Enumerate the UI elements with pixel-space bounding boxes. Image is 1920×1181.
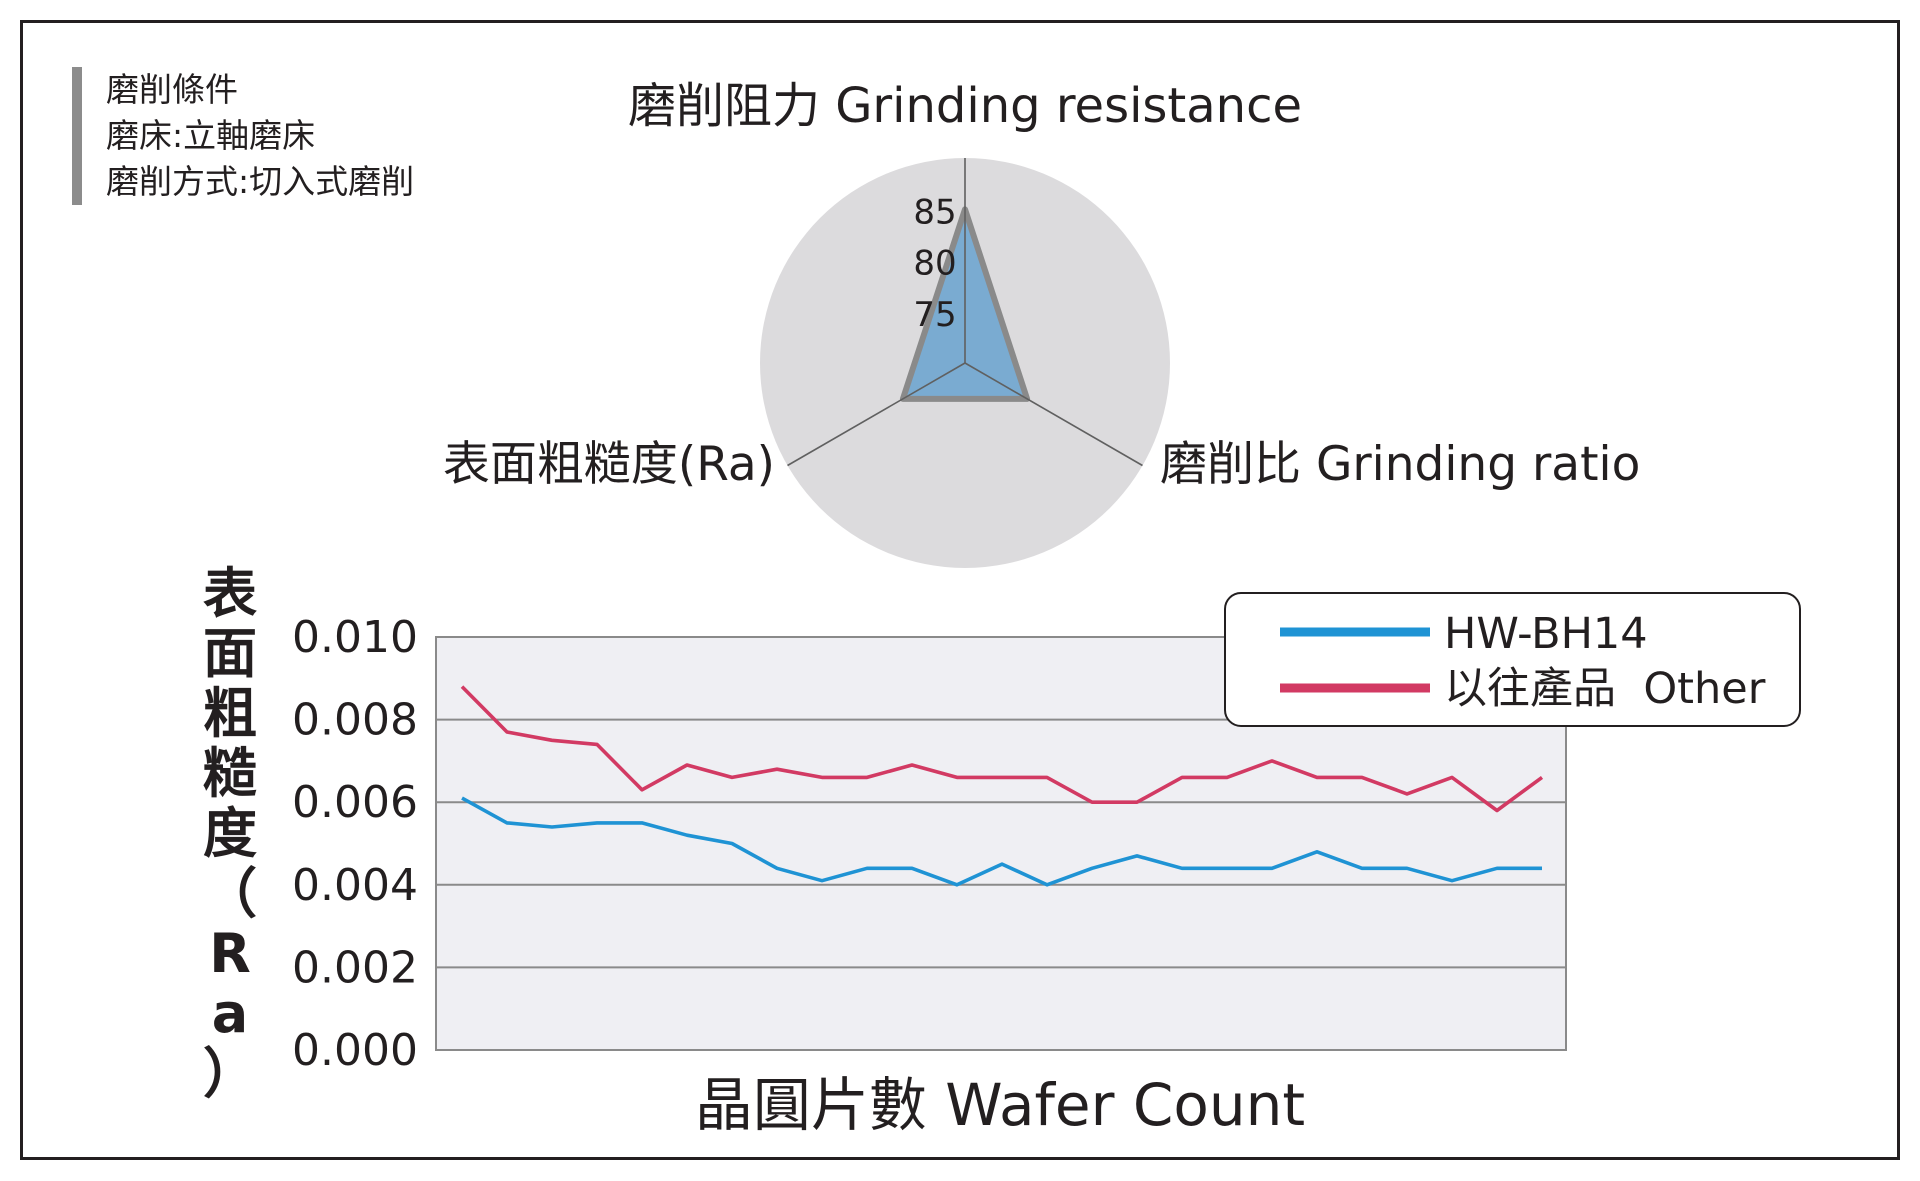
x-axis-label: 晶圓片數 Wafer Count — [695, 1071, 1305, 1139]
series-line-other — [460, 685, 1544, 813]
radar-tick-label: 85 — [913, 192, 956, 232]
y-axis-label-char: R — [209, 922, 251, 985]
conditions-machine: 磨床:立軸磨床 — [106, 116, 316, 155]
y-axis-label-char: 面 — [203, 622, 257, 685]
radar-axis-label-grinding-resistance: 磨削阻力 Grinding resistance — [628, 78, 1302, 134]
series-lines — [460, 685, 1544, 887]
y-tick-label: 0.010 — [292, 612, 418, 663]
y-axis-label-char: 度 — [203, 802, 257, 865]
y-axis-label-char: 糙 — [203, 742, 257, 805]
y-axis-label-char: 表 — [203, 562, 257, 625]
y-tick-label: 0.002 — [292, 942, 418, 993]
conditions-title: 磨削條件 — [106, 70, 238, 109]
y-tick-labels: 0.000 0.002 0.004 0.006 0.008 0.010 — [292, 612, 418, 1076]
y-axis-label: 表面粗糙度（Ra） — [203, 562, 257, 1105]
figure-frame — [20, 20, 1900, 1160]
radar-axis-label-surface-roughness: 表面粗糙度(Ra) — [443, 437, 775, 492]
y-tick-label: 0.000 — [292, 1025, 418, 1076]
legend-box — [1224, 592, 1801, 727]
y-axis-label-char: a — [212, 982, 248, 1045]
radar-tick-label: 75 — [913, 295, 956, 335]
radar-axis-label-grinding-ratio: 磨削比 Grinding ratio — [1160, 437, 1640, 492]
series-line-hw-bh14 — [461, 796, 1542, 887]
grinding-conditions-box: 磨削條件 磨床:立軸磨床 磨削方式:切入式磨削 — [72, 67, 414, 205]
legend-label-hw-bh14: HW-BH14 — [1444, 609, 1648, 659]
conditions-method: 磨削方式:切入式磨削 — [106, 162, 415, 201]
radar-tick-labels: 75 80 85 — [913, 192, 956, 335]
y-tick-label: 0.004 — [292, 860, 418, 911]
y-tick-label: 0.006 — [292, 777, 418, 828]
legend-label-other: 以往產品 Other — [1444, 664, 1766, 714]
radar-chart: 75 80 85 磨削阻力 Grinding resistance 磨削比 Grin… — [443, 78, 1640, 568]
radar-tick-label: 80 — [913, 244, 956, 284]
radar-spokes — [787, 158, 1143, 467]
legend: HW-BH14 以往產品 Other — [1224, 592, 1801, 727]
y-tick-label: 0.008 — [292, 695, 418, 746]
y-axis-label-char: （ — [203, 862, 257, 925]
radar-spoke-grinding-ratio — [964, 362, 1143, 467]
radar-spoke-surface-roughness — [787, 362, 966, 467]
y-axis-label-char: ） — [203, 1042, 257, 1105]
line-chart: 0.000 0.002 0.004 0.006 0.008 0.010 表面粗糙度（Ra）… — [203, 562, 1801, 1139]
y-axis-label-char: 粗 — [203, 682, 257, 745]
